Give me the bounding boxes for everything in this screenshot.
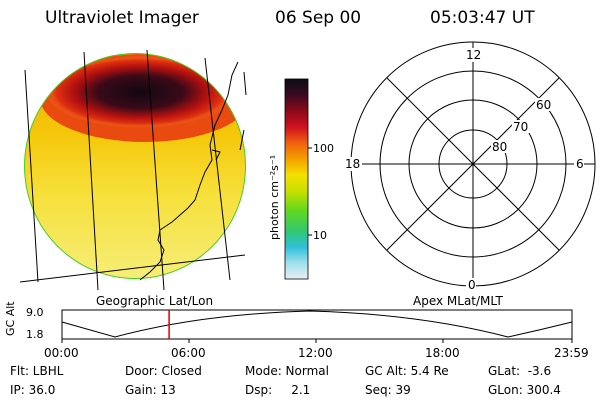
- time-tick-1800: 18:00: [425, 346, 460, 360]
- graticule: [19, 49, 246, 291]
- time-tick-0000: 00:00: [44, 346, 79, 360]
- altitude-tick-1-8: 1.8: [26, 328, 44, 341]
- info-flt: Flt: LBHL: [10, 364, 64, 378]
- info-glon: GLon: 300.4: [488, 383, 561, 397]
- geographic-projection-label: Geographic Lat/Lon: [96, 294, 214, 308]
- date-label: 06 Sep 00: [275, 8, 362, 28]
- lat-label-80: 80: [492, 140, 507, 154]
- time-tick-1200: 12:00: [298, 346, 333, 360]
- mlt-label-12: 12: [466, 48, 481, 62]
- time-tick-2359: 23:59: [554, 346, 589, 360]
- info-gc-alt: GC Alt: 5.4 Re: [365, 364, 449, 378]
- apex-projection-label: Apex MLat/MLT: [413, 294, 503, 308]
- app-title: Ultraviolet Imager: [45, 8, 199, 28]
- lat-label-60: 60: [536, 98, 551, 112]
- info-ip: IP: 36.0: [10, 383, 56, 397]
- mlt-label-0: 0: [468, 278, 476, 292]
- mlt-label-6: 6: [576, 157, 584, 171]
- info-seq: Seq: 39: [365, 383, 411, 397]
- altitude-tick-9: 9.0: [26, 306, 44, 319]
- info-gain: Gain: 13: [125, 383, 176, 397]
- colorbar-tick-10: 10: [313, 229, 327, 242]
- info-dsp: Dsp: 2.1: [245, 383, 311, 397]
- coastline: [139, 61, 247, 281]
- lat-label-70: 70: [513, 120, 528, 134]
- colorbar-unit-label: photon cm⁻²s⁻¹: [268, 155, 281, 240]
- info-glat: GLat: -3.6: [488, 364, 552, 378]
- mlt-label-18: 18: [345, 157, 360, 171]
- info-mode: Mode: Normal: [245, 364, 329, 378]
- time-tick-0600: 06:00: [171, 346, 206, 360]
- time-label: 05:03:47 UT: [430, 8, 535, 28]
- auroral-oval: [45, 56, 235, 128]
- colorbar-tick-100: 100: [313, 142, 334, 155]
- info-door: Door: Closed: [125, 364, 202, 378]
